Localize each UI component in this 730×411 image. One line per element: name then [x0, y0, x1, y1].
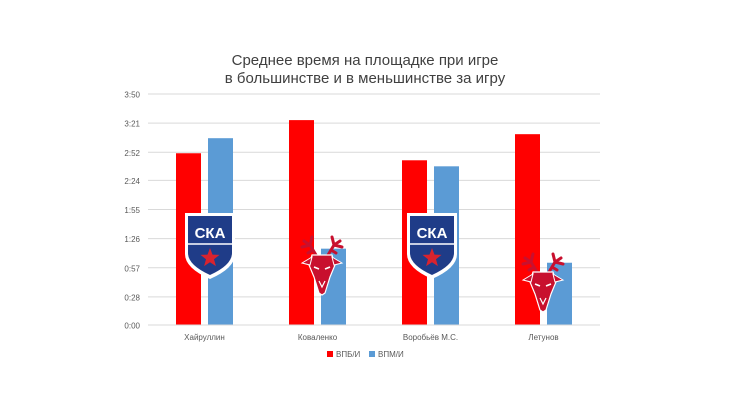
x-tick-label: Летунов	[528, 333, 558, 342]
y-tick-label: 0:00	[124, 322, 140, 331]
legend-label: ВПМ/И	[378, 350, 404, 359]
y-tick-label: 2:52	[124, 149, 140, 158]
chart-title-line-1: Среднее время на площадке при игре	[231, 52, 499, 69]
chart-title-line-2: в большинстве и в меньшинстве за игру	[224, 70, 506, 87]
x-tick-label: Коваленко	[298, 333, 338, 342]
y-tick-label: 3:50	[124, 91, 140, 100]
x-tick-label: Воробьёв М.С.	[403, 333, 458, 342]
y-tick-label: 3:21	[124, 120, 140, 129]
ska-logo-icon: СКА	[185, 213, 235, 279]
ska-logo-text: СКА	[195, 225, 226, 242]
legend-swatch-vpb	[327, 351, 333, 357]
y-tick-label: 1:26	[124, 235, 140, 244]
legend-swatch-vpm	[369, 351, 375, 357]
deer-logo-icon	[300, 235, 344, 296]
x-tick-label: Хайруллин	[184, 333, 225, 342]
ska-logo-icon: СКА	[407, 213, 457, 279]
deer-logo-icon	[521, 252, 565, 313]
y-tick-label: 0:28	[124, 293, 140, 302]
y-tick-label: 0:57	[124, 264, 140, 273]
ska-logo-text: СКА	[417, 225, 448, 242]
legend-label: ВПБ/И	[336, 350, 361, 359]
y-tick-label: 1:55	[124, 206, 140, 215]
y-tick-label: 2:24	[124, 177, 140, 186]
bar-vpb	[289, 120, 314, 326]
